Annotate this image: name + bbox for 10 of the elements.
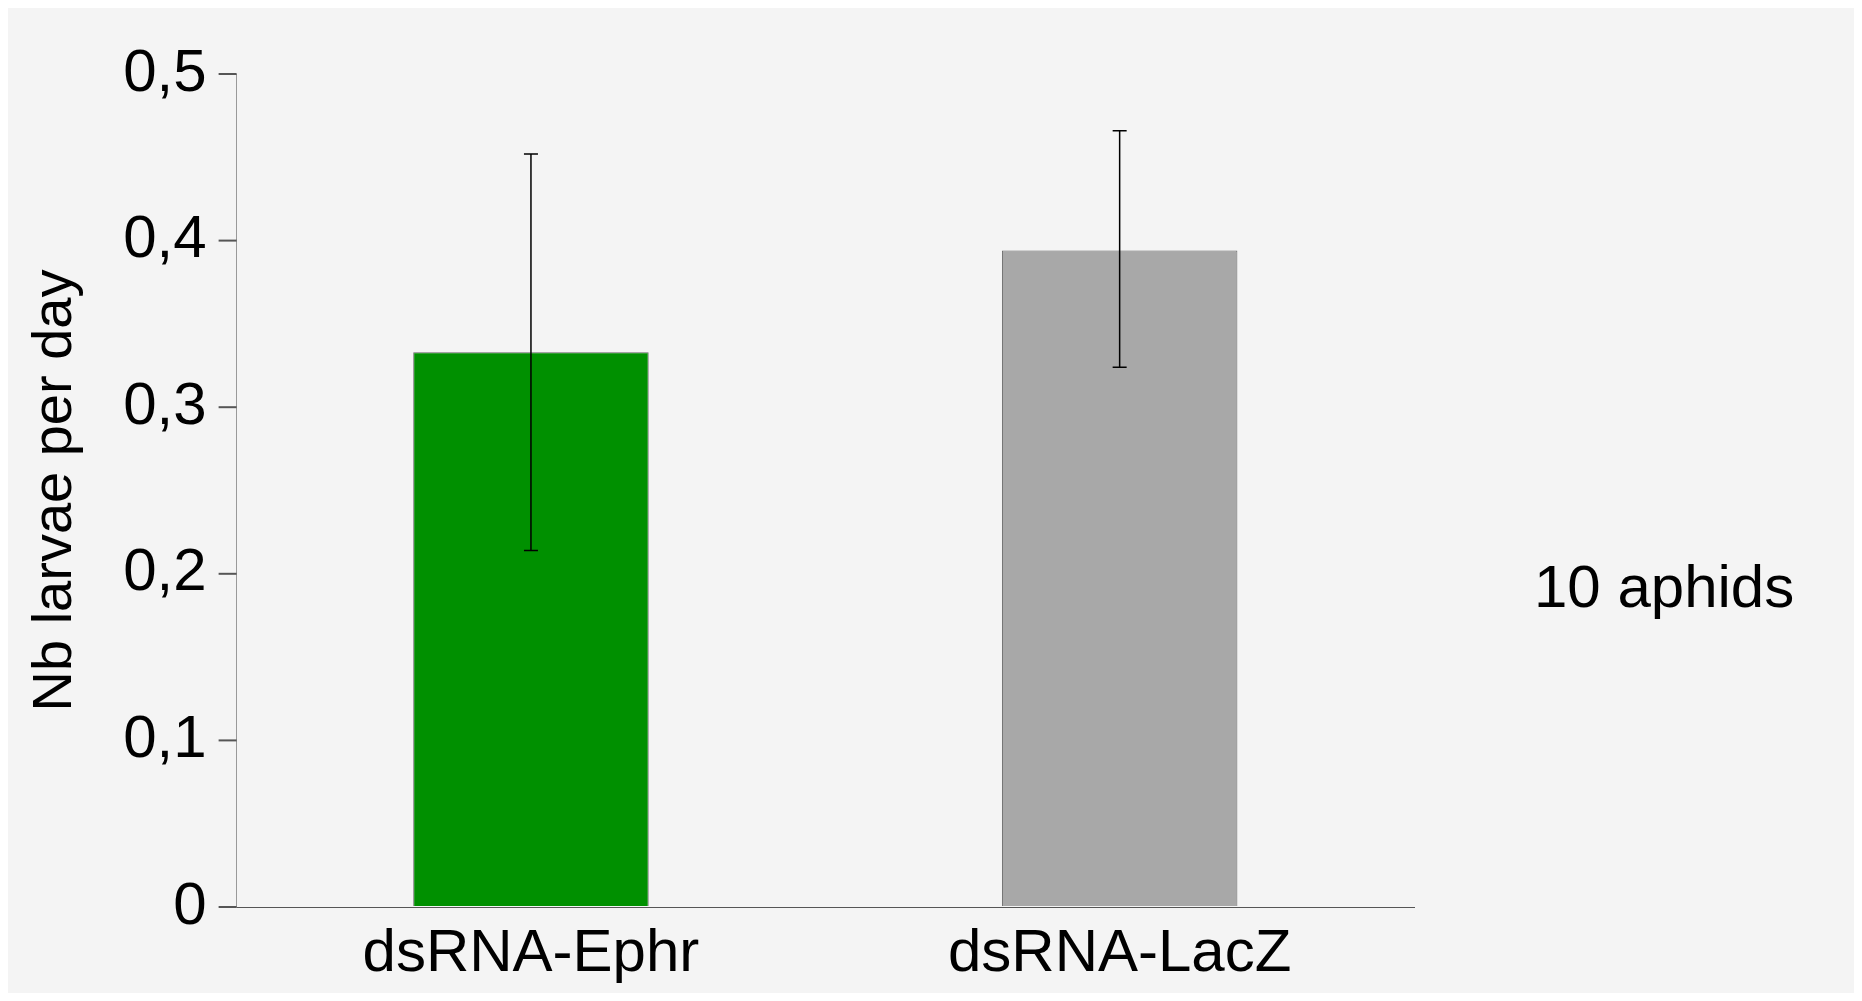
x-tick-label: dsRNA-LacZ xyxy=(947,916,1292,984)
y-axis-title: Nb larvae per day xyxy=(20,269,84,712)
y-tick-label: 0 xyxy=(173,869,207,937)
y-tick-label: 0,3 xyxy=(123,369,207,437)
y-tick-label: 0,2 xyxy=(123,536,207,604)
y-tick-label: 0,1 xyxy=(123,702,207,770)
text: 10 aphids xyxy=(1534,553,1795,621)
y-tick-label: 0,5 xyxy=(123,36,207,104)
x-tick-label: dsRNA-Ephr xyxy=(362,916,700,984)
y-tick-label: 0,4 xyxy=(123,203,207,271)
